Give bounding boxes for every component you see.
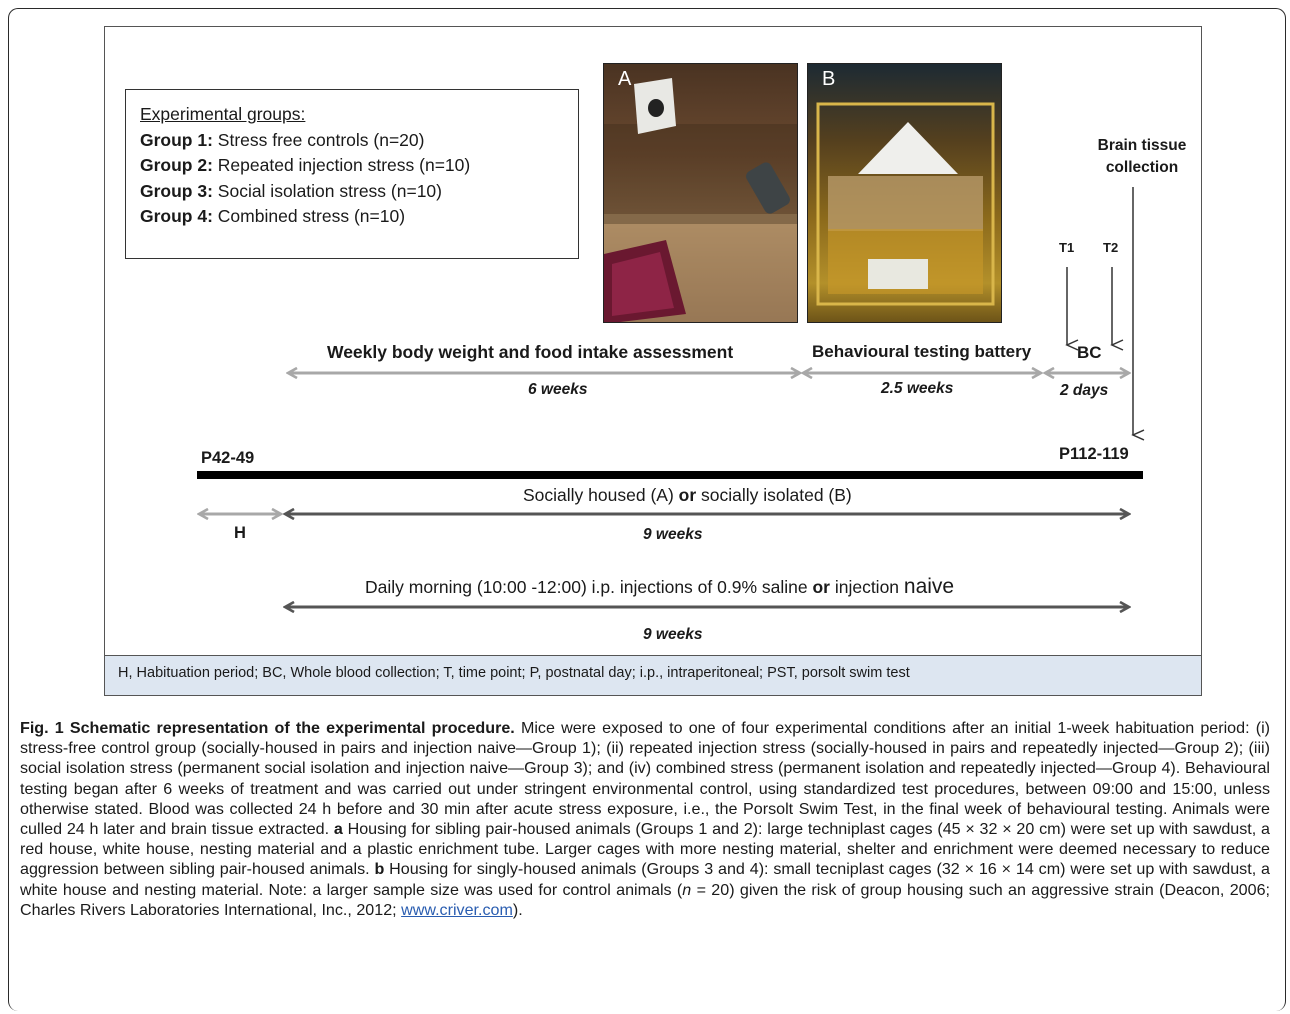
photo-b-single-housing: B xyxy=(807,63,1002,323)
brain-tissue-line2: collection xyxy=(1105,159,1179,176)
bc-duration: 2 days xyxy=(1060,382,1109,399)
group-label: Group 1: xyxy=(140,129,213,150)
injection-duration: 9 weeks xyxy=(643,626,703,643)
group-label: Group 3: xyxy=(140,180,213,201)
group-text: Combined stress (n=10) xyxy=(212,206,406,226)
cage-a-illustration xyxy=(604,78,797,322)
injection-naive: naive xyxy=(903,575,955,598)
photo-a-pair-housing: A xyxy=(603,63,798,323)
brain-tissue-label: Brain tissue collection xyxy=(1083,135,1201,179)
photo-a-label: A xyxy=(618,68,632,90)
caption-n: n xyxy=(682,880,692,899)
groups-title: Experimental groups: xyxy=(140,104,306,124)
group-3: Group 3: Social isolation stress (n=10) xyxy=(140,179,578,205)
behavioural-duration: 2.5 weeks xyxy=(881,380,954,397)
group-label: Group 4: xyxy=(140,206,213,226)
weekly-duration: 6 weeks xyxy=(528,381,588,398)
t2-label: T2 xyxy=(1103,240,1119,255)
injection-a: Daily morning (10:00 -12:00) i.p. inject… xyxy=(365,577,813,597)
housing-duration: 9 weeks xyxy=(643,526,703,543)
caption-text-3: Housing for singly-housed animals (Group… xyxy=(20,860,1270,899)
abbreviations-bar: H, Habituation period; BC, Whole blood c… xyxy=(104,655,1202,696)
experimental-groups-box: Experimental groups: Group 1: Stress fre… xyxy=(125,89,579,259)
caption-text-4: = 20) given the risk of group housing su… xyxy=(20,880,1270,919)
housing-or: or xyxy=(678,485,697,505)
schematic-panel: Experimental groups: Group 1: Stress fre… xyxy=(104,26,1202,696)
cage-b-illustration xyxy=(816,102,995,306)
behavioural-testing-label: Behavioural testing battery xyxy=(812,342,1032,361)
end-day-label: P112-119 xyxy=(1059,445,1129,463)
group-text: Stress free controls (n=20) xyxy=(212,129,425,150)
caption-panel-a: a xyxy=(333,820,343,839)
photo-b-label: B xyxy=(822,68,836,90)
group-2: Group 2: Repeated injection stress (n=10… xyxy=(140,153,578,179)
figure-frame xyxy=(8,8,1286,1011)
start-day-label: P42-49 xyxy=(201,449,255,467)
injection-or: or xyxy=(812,577,830,597)
housing-b: socially isolated (B) xyxy=(696,485,852,505)
caption-text-1: Mice were exposed to one of four experim… xyxy=(20,719,1270,839)
t1-label: T1 xyxy=(1059,240,1075,255)
brain-tissue-line1: Brain tissue xyxy=(1097,137,1187,154)
group-text: Social isolation stress (n=10) xyxy=(212,180,442,201)
criver-link[interactable]: www.criver.com xyxy=(401,900,513,919)
main-timeline xyxy=(197,471,1143,479)
caption-text-5: ). xyxy=(512,900,523,919)
injection-b: injection xyxy=(829,577,904,597)
group-text: Repeated injection stress (n=10) xyxy=(212,155,471,175)
injection-label: Daily morning (10:00 -12:00) i.p. inject… xyxy=(365,575,954,599)
caption-text-2: Housing for sibling pair-housed animals … xyxy=(20,820,1270,879)
caption-title: Fig. 1 Schematic representation of the e… xyxy=(20,719,515,737)
group-1: Group 1: Stress free controls (n=20) xyxy=(140,128,578,154)
weekly-assessment-label: Weekly body weight and food intake asses… xyxy=(327,342,734,362)
group-label: Group 2: xyxy=(140,155,213,175)
housing-a: Socially housed (A) xyxy=(523,485,679,505)
figure-caption: Fig. 1 Schematic representation of the e… xyxy=(20,718,1270,920)
caption-panel-b: b xyxy=(374,860,385,879)
group-4: Group 4: Combined stress (n=10) xyxy=(140,204,578,230)
timeline-graphic xyxy=(197,187,1145,667)
bc-label: BC xyxy=(1077,343,1102,362)
housing-label: Socially housed (A) or socially isolated… xyxy=(523,485,852,506)
habituation-label: H xyxy=(234,524,246,542)
